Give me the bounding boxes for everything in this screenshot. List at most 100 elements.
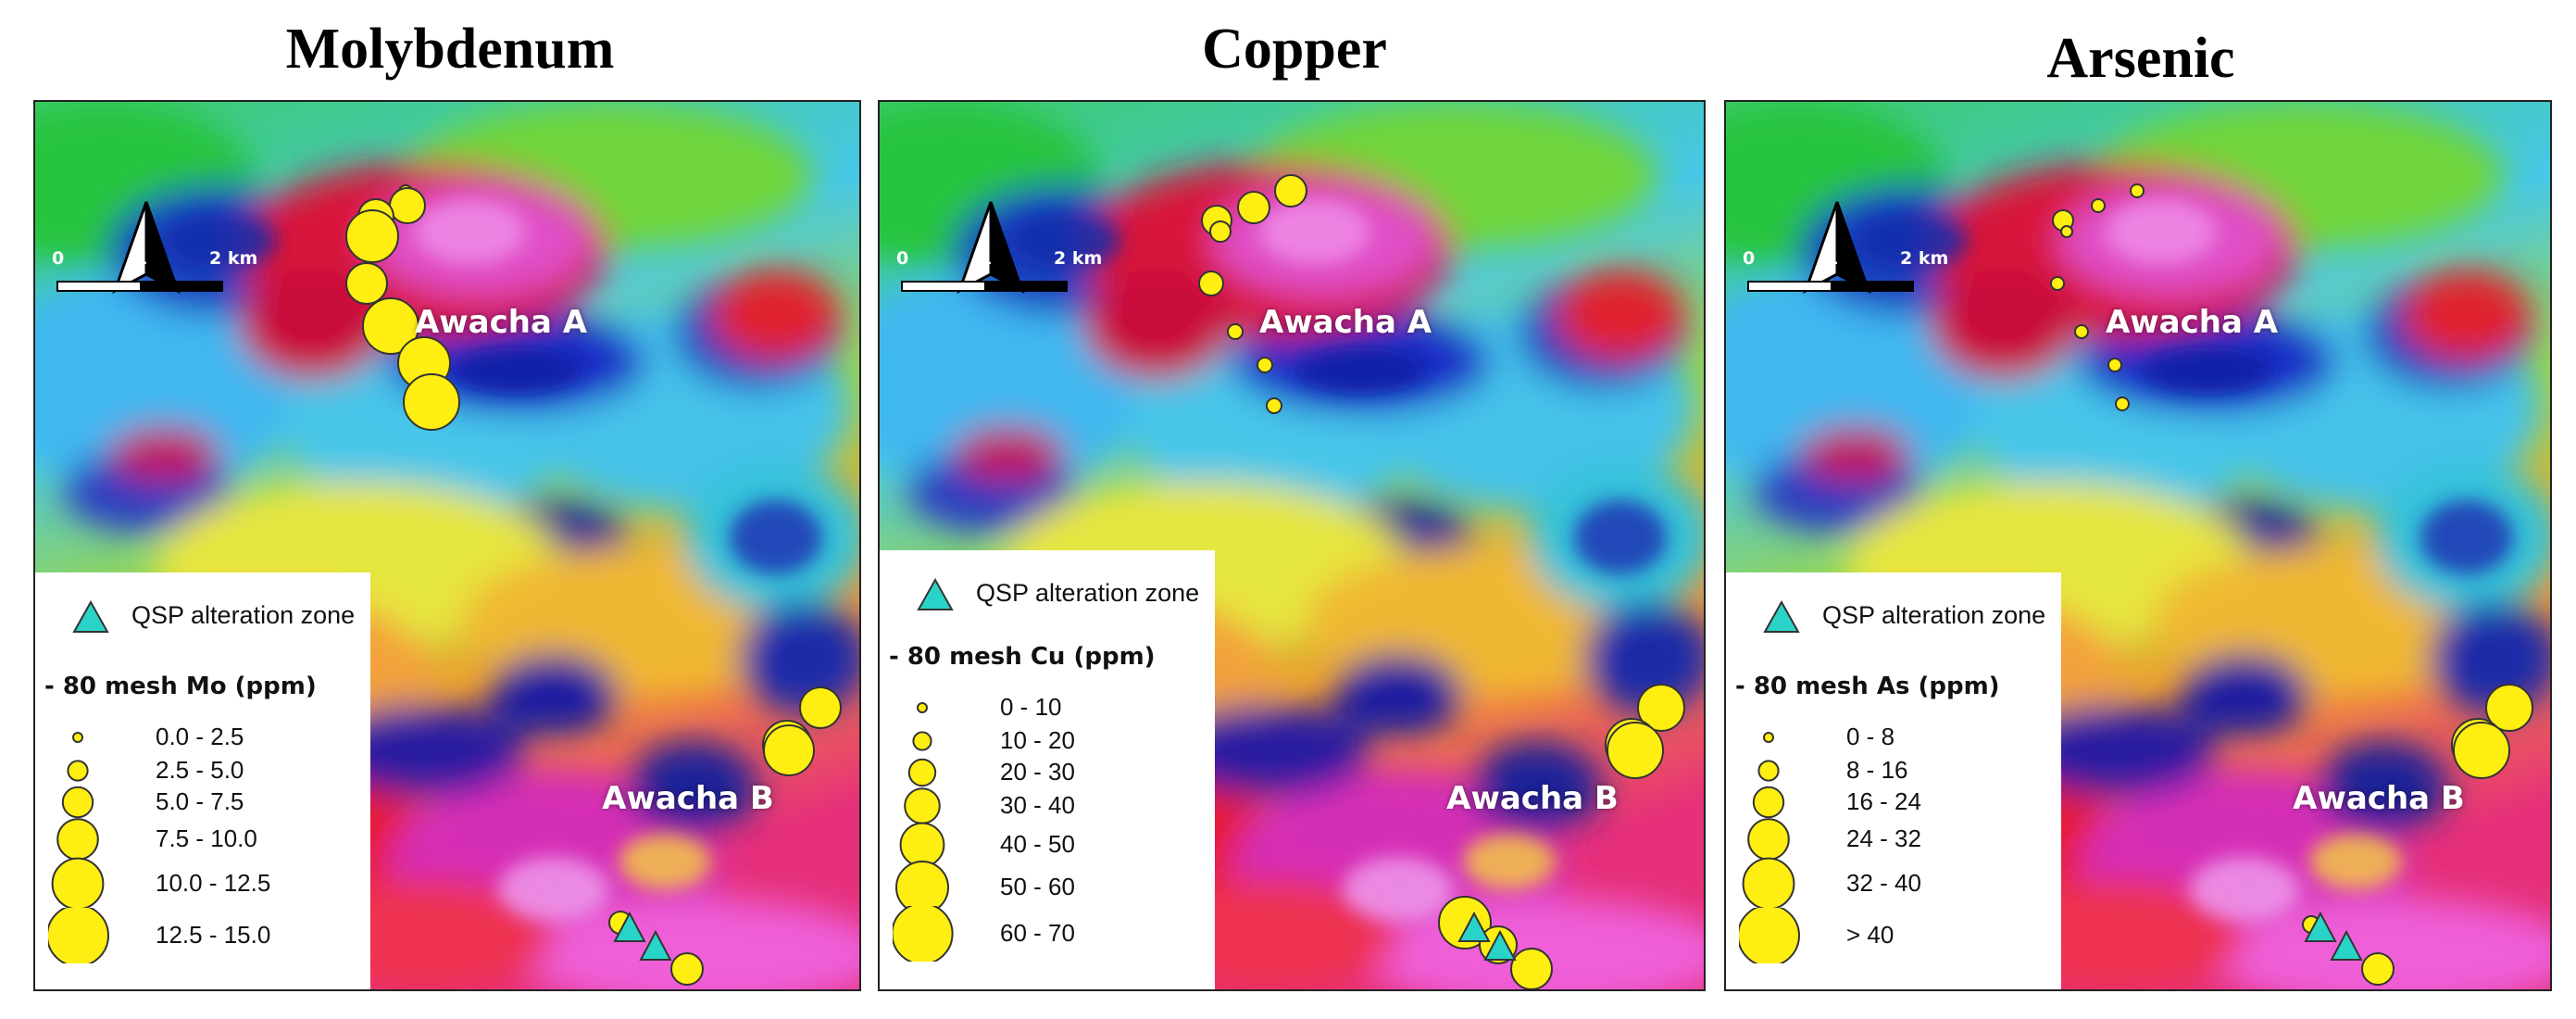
legend-class-row: 16 - 24 [1739, 774, 2054, 830]
panel-molybdenum: Molybdenum [33, 0, 867, 1019]
legend-class-label: 20 - 30 [1000, 758, 1075, 786]
zone-b-label: Awacha B [602, 780, 774, 817]
legend-class-row: 0.0 - 2.5 [48, 710, 363, 765]
legend-symbol [1752, 786, 1785, 819]
legend-symbol [1757, 760, 1780, 782]
legend: QSP alteration zone - 80 mesh Mo (ppm) 0… [35, 572, 370, 989]
scale-bar [1747, 281, 1914, 292]
circle-icon [907, 758, 937, 787]
zone-a-label: Awacha A [1258, 304, 1432, 341]
triangle-icon [917, 578, 954, 610]
anomaly-map [1726, 102, 2550, 989]
legend-symbol [917, 702, 928, 713]
legend-class-label: 0 - 10 [1000, 693, 1062, 721]
legend-symbol [1747, 818, 1790, 861]
legend-heading: - 80 mesh Mo (ppm) [44, 673, 317, 700]
sample-marker [2050, 276, 2065, 291]
scale-tick-0: 0 [896, 248, 909, 269]
legend-qsp-label: QSP alteration zone [131, 601, 356, 630]
sample-marker [670, 952, 704, 986]
scale-tick-1: 1 [980, 248, 993, 269]
legend-class-row: 20 - 30 [893, 745, 1207, 800]
legend-symbol [67, 760, 89, 782]
legend-class-label: 2.5 - 5.0 [156, 756, 244, 784]
sample-marker [2130, 183, 2145, 198]
legend-class-row: 2.5 - 5.0 [48, 743, 363, 799]
qsp-triangles [2304, 911, 2363, 961]
legend-class-label: 5.0 - 7.5 [156, 787, 244, 815]
sample-marker [345, 262, 388, 305]
legend-class-label: 40 - 50 [1000, 830, 1075, 858]
legend-symbol [61, 786, 94, 819]
triangle-icon [639, 929, 672, 961]
circle-icon [48, 908, 109, 963]
legend-heading: - 80 mesh As (ppm) [1735, 673, 2000, 700]
legend-class-label: 50 - 60 [1000, 873, 1075, 900]
legend-symbol [1739, 908, 1800, 963]
scale-tick-2: 2 km [209, 248, 258, 269]
circle-icon [893, 906, 954, 962]
legend-class-row: 32 - 40 [1739, 856, 2054, 912]
legend-class-label: 0.0 - 2.5 [156, 723, 244, 750]
sample-marker [403, 373, 460, 431]
triangle-icon [2304, 911, 2337, 942]
legend-qsp: QSP alteration zone [72, 600, 355, 634]
legend-class-label: 60 - 70 [1000, 919, 1075, 947]
qsp-triangles [1457, 911, 1517, 961]
legend-class-label: 8 - 16 [1846, 756, 1908, 784]
zone-a-label: Awacha A [414, 304, 588, 341]
map-frame: 0 1 2 km Awacha A Awacha B QSP alteratio… [33, 100, 861, 991]
legend-class-row: 12.5 - 15.0 [48, 908, 363, 963]
sample-marker [362, 297, 419, 355]
legend-symbol [56, 818, 99, 861]
circle-icon [1739, 908, 1800, 963]
legend-class-label: > 40 [1846, 921, 1894, 949]
legend-class-row: 0 - 10 [893, 680, 1207, 736]
sample-marker [1198, 270, 1224, 296]
legend-symbol [907, 758, 937, 787]
legend-qsp: QSP alteration zone [1763, 600, 2045, 634]
sample-marker [389, 187, 426, 224]
anomaly-map [35, 102, 859, 989]
circle-icon [1752, 786, 1785, 819]
legend-class-row: > 40 [1739, 908, 2054, 963]
legend-qsp-label: QSP alteration zone [976, 579, 1200, 608]
legend-class-label: 24 - 32 [1846, 824, 1921, 852]
sample-markers [2050, 183, 2533, 986]
triangle-icon [1763, 600, 1800, 633]
circle-icon [1757, 760, 1780, 782]
scale-tick-1: 1 [135, 248, 148, 269]
sample-marker [345, 209, 399, 263]
sample-marker [2060, 225, 2073, 238]
legend-symbol [912, 731, 932, 751]
legend: QSP alteration zone - 80 mesh Cu (ppm) 0… [880, 550, 1215, 989]
legend-qsp: QSP alteration zone [917, 578, 1199, 611]
legend-heading: - 80 mesh Cu (ppm) [889, 643, 1156, 671]
legend-class-row: 5.0 - 7.5 [48, 774, 363, 830]
sample-marker [1237, 191, 1270, 224]
sample-marker [2361, 952, 2395, 986]
panel-title: Molybdenum [285, 18, 615, 81]
sample-marker [763, 724, 815, 776]
sample-marker [2453, 722, 2510, 779]
sample-marker [1209, 220, 1232, 243]
circle-icon [67, 760, 89, 782]
circle-icon [51, 857, 105, 911]
zone-a-label: Awacha A [2105, 304, 2279, 341]
circle-icon [72, 732, 83, 743]
legend-class-label: 16 - 24 [1846, 787, 1921, 815]
sample-marker [1607, 722, 1664, 779]
legend-class-row: 0 - 8 [1739, 710, 2054, 765]
circle-icon [61, 786, 94, 819]
scale-tick-1: 1 [1826, 248, 1839, 269]
map-frame: 0 1 2 km Awacha A Awacha B QSP alteratio… [878, 100, 1706, 991]
circle-icon [1742, 857, 1795, 911]
legend-symbol [51, 857, 105, 911]
scale-bar [901, 281, 1068, 292]
scale-tick-0: 0 [52, 248, 65, 269]
legend-class-label: 12.5 - 15.0 [156, 921, 271, 949]
legend-class-label: 32 - 40 [1846, 869, 1921, 897]
zone-b-label: Awacha B [1446, 780, 1619, 817]
legend-class-label: 30 - 40 [1000, 791, 1075, 819]
sample-marker [1637, 684, 1685, 732]
